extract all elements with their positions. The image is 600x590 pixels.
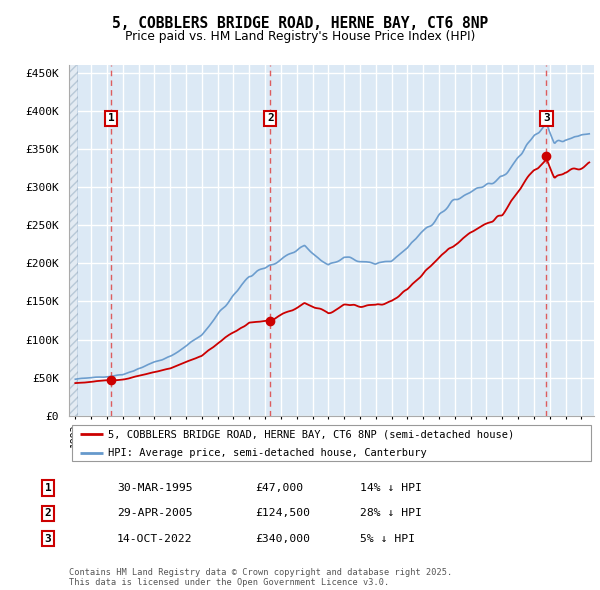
Text: HPI: Average price, semi-detached house, Canterbury: HPI: Average price, semi-detached house,… [109,448,427,458]
Text: 5% ↓ HPI: 5% ↓ HPI [360,534,415,543]
FancyBboxPatch shape [71,425,592,461]
Bar [69,65,79,416]
Text: 29-APR-2005: 29-APR-2005 [117,509,193,518]
Text: 1: 1 [44,483,52,493]
Text: Contains HM Land Registry data © Crown copyright and database right 2025.
This d: Contains HM Land Registry data © Crown c… [69,568,452,587]
Text: 14% ↓ HPI: 14% ↓ HPI [360,483,422,493]
Text: 28% ↓ HPI: 28% ↓ HPI [360,509,422,518]
Text: 5, COBBLERS BRIDGE ROAD, HERNE BAY, CT6 8NP: 5, COBBLERS BRIDGE ROAD, HERNE BAY, CT6 … [112,16,488,31]
Text: 2: 2 [267,113,274,123]
Text: Price paid vs. HM Land Registry's House Price Index (HPI): Price paid vs. HM Land Registry's House … [125,30,475,43]
Text: £124,500: £124,500 [255,509,310,518]
Text: 3: 3 [44,534,52,543]
Text: £340,000: £340,000 [255,534,310,543]
Bar [69,65,77,416]
Text: £47,000: £47,000 [255,483,303,493]
Text: 3: 3 [543,113,550,123]
Text: 14-OCT-2022: 14-OCT-2022 [117,534,193,543]
Text: 2: 2 [44,509,52,518]
Text: 30-MAR-1995: 30-MAR-1995 [117,483,193,493]
Text: 1: 1 [107,113,114,123]
Text: 5, COBBLERS BRIDGE ROAD, HERNE BAY, CT6 8NP (semi-detached house): 5, COBBLERS BRIDGE ROAD, HERNE BAY, CT6 … [109,430,515,440]
